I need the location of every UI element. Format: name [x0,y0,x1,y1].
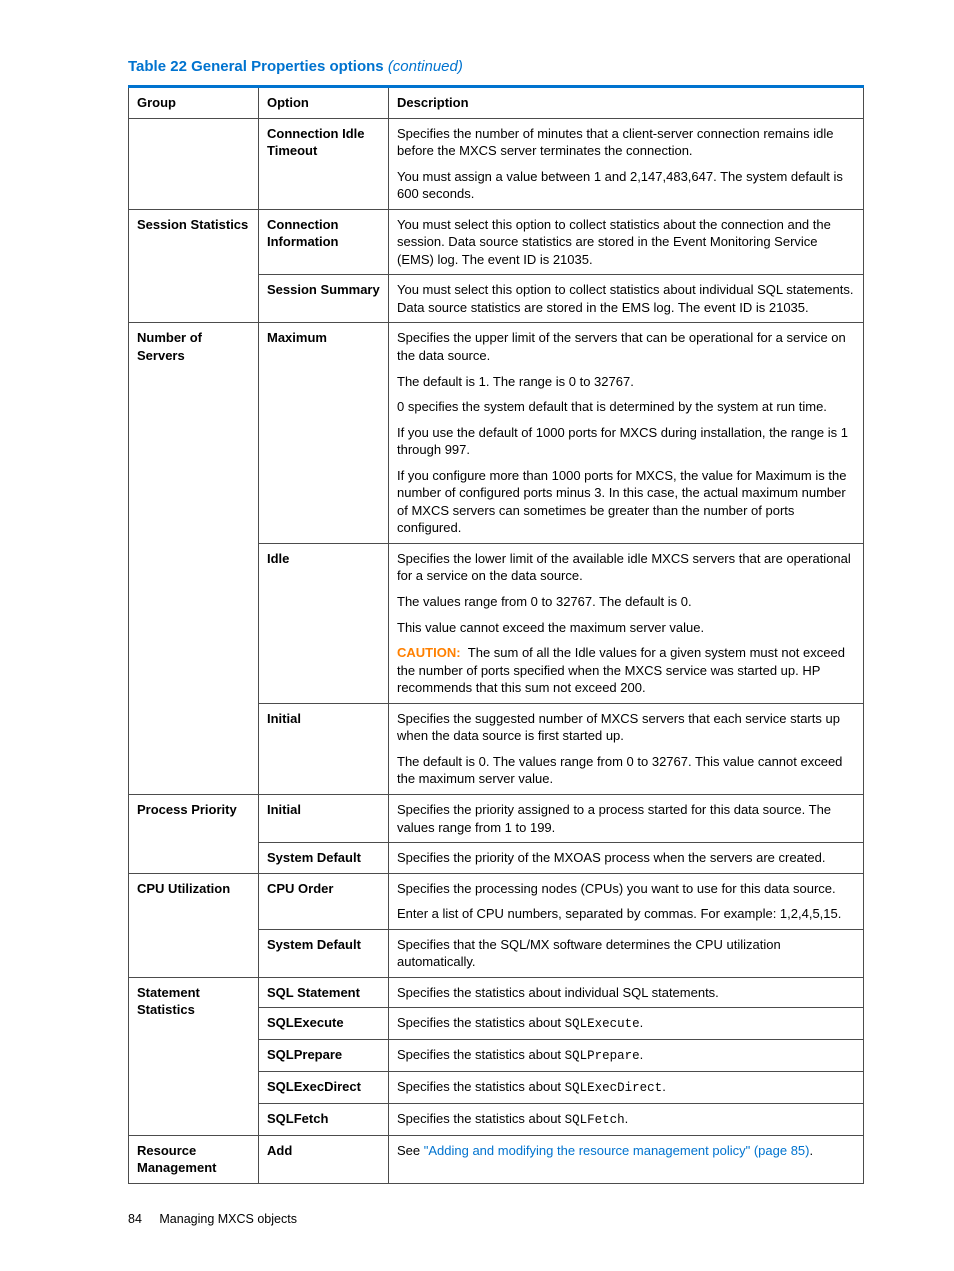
option-cell: System Default [259,929,389,977]
table-row: CPU UtilizationCPU OrderSpecifies the pr… [129,873,864,929]
option-cell: Add [259,1135,389,1183]
description-cell: Specifies that the SQL/MX software deter… [389,929,864,977]
description-cell: You must select this option to collect s… [389,209,864,275]
table-title-suffix: (continued) [388,58,463,75]
description-cell: Specifies the processing nodes (CPUs) yo… [389,873,864,929]
table-title-main: Table 22 General Properties options [128,58,384,75]
description-paragraph: 0 specifies the system default that is d… [397,398,855,416]
description-paragraph: Specifies the statistics about SQLExecDi… [397,1078,855,1097]
option-cell: SQLPrepare [259,1040,389,1072]
group-cell: Statement Statistics [129,977,259,1135]
group-cell: Resource Management [129,1135,259,1183]
page-number: 84 [128,1212,142,1226]
description-paragraph: Specifies the processing nodes (CPUs) yo… [397,880,855,898]
option-cell: Initial [259,703,389,794]
description-cell: Specifies the number of minutes that a c… [389,118,864,209]
group-cell: Number of Servers [129,323,259,794]
option-cell: System Default [259,843,389,874]
table-row: Connection Idle TimeoutSpecifies the num… [129,118,864,209]
description-paragraph: Specifies the number of minutes that a c… [397,125,855,160]
description-paragraph: Specifies the priority assigned to a pro… [397,801,855,836]
col-header-description: Description [389,87,864,119]
option-cell: SQLExecDirect [259,1072,389,1104]
description-paragraph: You must assign a value between 1 and 2,… [397,168,855,203]
cross-reference-link[interactable]: "Adding and modifying the resource manag… [424,1143,810,1158]
description-paragraph: Specifies the priority of the MXOAS proc… [397,849,855,867]
description-paragraph: Specifies the statistics about SQLPrepar… [397,1046,855,1065]
code-text: SQLFetch [565,1113,625,1127]
table-header-row: Group Option Description [129,87,864,119]
option-cell: SQLExecute [259,1008,389,1040]
description-cell: You must select this option to collect s… [389,275,864,323]
description-cell: Specifies the priority of the MXOAS proc… [389,843,864,874]
code-text: SQLPrepare [565,1049,640,1063]
option-cell: SQLFetch [259,1103,389,1135]
description-paragraph: If you configure more than 1000 ports fo… [397,467,855,537]
description-cell: Specifies the statistics about SQLExecut… [389,1008,864,1040]
option-cell: SQL Statement [259,977,389,1008]
col-header-option: Option [259,87,389,119]
description-cell: Specifies the statistics about SQLPrepar… [389,1040,864,1072]
code-text: SQLExecDirect [565,1081,663,1095]
description-paragraph: Enter a list of CPU numbers, separated b… [397,905,855,923]
description-paragraph: The default is 0. The values range from … [397,753,855,788]
description-cell: Specifies the statistics about individua… [389,977,864,1008]
description-paragraph: Specifies the statistics about SQLExecut… [397,1014,855,1033]
table-row: Resource ManagementAdd See "Adding and mo… [129,1135,864,1183]
description-paragraph: Specifies the statistics about SQLFetch. [397,1110,855,1129]
description-cell: Specifies the suggested number of MXCS s… [389,703,864,794]
page-footer: 84 Managing MXCS objects [128,1212,864,1226]
description-paragraph: Specifies the suggested number of MXCS s… [397,710,855,745]
code-text: SQLExecute [565,1017,640,1031]
description-cell: Specifies the upper limit of the servers… [389,323,864,543]
table-body: Connection Idle TimeoutSpecifies the num… [129,118,864,1183]
group-cell [129,118,259,209]
description-paragraph: Specifies the statistics about individua… [397,984,855,1002]
table-row: Statement StatisticsSQL StatementSpecifi… [129,977,864,1008]
description-paragraph: This value cannot exceed the maximum ser… [397,619,855,637]
option-cell: Session Summary [259,275,389,323]
group-cell: Process Priority [129,794,259,873]
description-paragraph: Specifies that the SQL/MX software deter… [397,936,855,971]
caution-label: CAUTION: [397,645,461,660]
table-title: Table 22 General Properties options (con… [128,58,864,75]
description-paragraph: CAUTION: The sum of all the Idle values … [397,644,855,697]
option-cell: Initial [259,794,389,842]
description-cell: Specifies the statistics about SQLExecDi… [389,1072,864,1104]
col-header-group: Group [129,87,259,119]
description-cell: Specifies the statistics about SQLFetch. [389,1103,864,1135]
table-row: Number of ServersMaximumSpecifies the up… [129,323,864,543]
description-cell: See "Adding and modifying the resource m… [389,1135,864,1183]
table-row: Process PriorityInitialSpecifies the pri… [129,794,864,842]
option-cell: Connection Idle Timeout [259,118,389,209]
page-container: Table 22 General Properties options (con… [0,0,954,1266]
option-cell: Idle [259,543,389,703]
description-paragraph: You must select this option to collect s… [397,281,855,316]
description-cell: Specifies the lower limit of the availab… [389,543,864,703]
group-cell: CPU Utilization [129,873,259,977]
table-row: Session StatisticsConnection Information… [129,209,864,275]
description-paragraph: Specifies the lower limit of the availab… [397,550,855,585]
properties-table: Group Option Description Connection Idle… [128,85,864,1184]
description-paragraph: The default is 1. The range is 0 to 3276… [397,373,855,391]
option-cell: CPU Order [259,873,389,929]
group-cell: Session Statistics [129,209,259,323]
description-cell: Specifies the priority assigned to a pro… [389,794,864,842]
footer-section: Managing MXCS objects [159,1212,297,1226]
option-cell: Connection Information [259,209,389,275]
description-paragraph: See "Adding and modifying the resource m… [397,1142,855,1160]
option-cell: Maximum [259,323,389,543]
description-paragraph: The values range from 0 to 32767. The de… [397,593,855,611]
description-paragraph: If you use the default of 1000 ports for… [397,424,855,459]
description-paragraph: You must select this option to collect s… [397,216,855,269]
description-paragraph: Specifies the upper limit of the servers… [397,329,855,364]
